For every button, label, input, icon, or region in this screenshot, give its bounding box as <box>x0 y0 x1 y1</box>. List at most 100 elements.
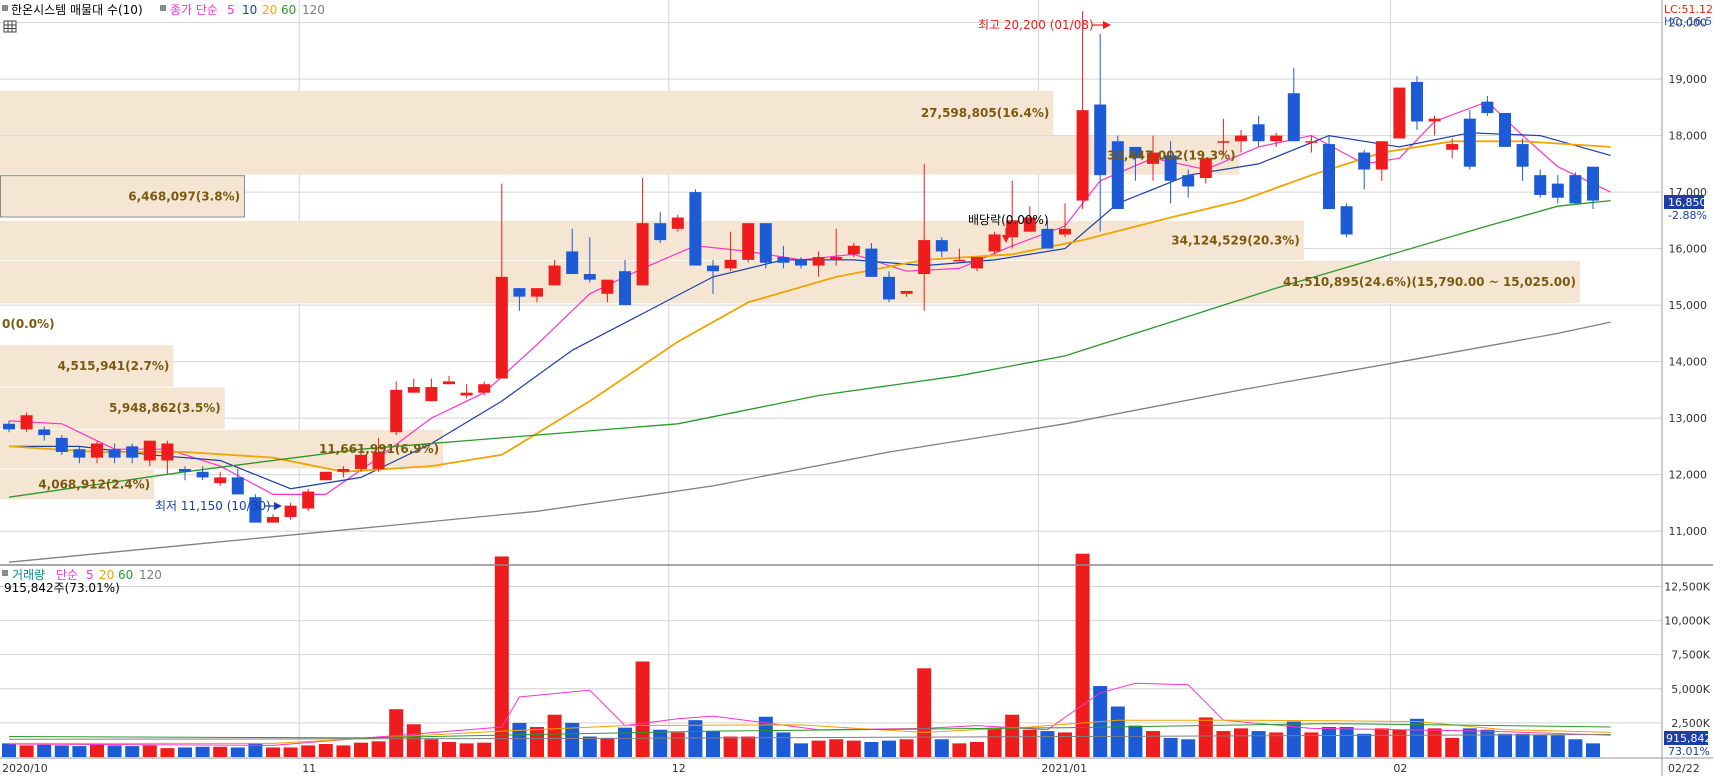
candle-body[interactable] <box>1393 87 1406 139</box>
candle[interactable] <box>953 248 966 262</box>
volume-bar[interactable] <box>19 745 34 757</box>
volume-bar[interactable] <box>1075 553 1090 757</box>
candle-body[interactable] <box>900 290 913 294</box>
price-legend-marker[interactable] <box>2 5 8 11</box>
volume-bar[interactable] <box>459 743 474 757</box>
volume-bar[interactable] <box>1198 717 1213 757</box>
volume-bar[interactable] <box>741 736 756 757</box>
volume-bar[interactable] <box>54 745 69 757</box>
candle-body[interactable] <box>495 276 508 379</box>
candle[interactable] <box>1551 175 1564 204</box>
candle[interactable] <box>1411 76 1423 130</box>
volume-bar[interactable] <box>1339 726 1354 757</box>
volume-bar[interactable] <box>318 744 333 757</box>
volume-legend-marker[interactable] <box>2 570 8 576</box>
candle-body[interactable] <box>1551 183 1564 198</box>
candle[interactable] <box>3 420 15 433</box>
volume-bar[interactable] <box>1445 737 1460 757</box>
candle-body[interactable] <box>830 257 843 260</box>
candle-body[interactable] <box>1076 110 1089 201</box>
candle[interactable] <box>1094 33 1107 232</box>
table-icon[interactable] <box>3 20 17 33</box>
candle[interactable] <box>55 435 68 455</box>
candle[interactable] <box>1111 135 1124 210</box>
candle-body[interactable] <box>531 288 543 297</box>
volume-bar[interactable] <box>494 556 509 757</box>
candle-body[interactable] <box>143 440 156 461</box>
candle[interactable] <box>1358 149 1371 190</box>
volume-bar[interactable] <box>1286 721 1301 757</box>
candle-body[interactable] <box>759 223 772 263</box>
volume-bar[interactable] <box>970 741 984 757</box>
candle[interactable] <box>1252 115 1265 147</box>
candle-body[interactable] <box>1041 228 1054 249</box>
candle[interactable] <box>671 214 684 232</box>
candle-body[interactable] <box>267 516 279 523</box>
candle[interactable] <box>900 290 913 297</box>
ma-legend-marker[interactable] <box>160 5 166 11</box>
candle[interactable] <box>196 466 209 481</box>
candle-body[interactable] <box>390 389 403 433</box>
candle-body[interactable] <box>1569 175 1582 204</box>
volume-bar[interactable] <box>230 747 245 757</box>
candle-body[interactable] <box>777 257 790 263</box>
candle[interactable] <box>91 440 103 464</box>
volume-bar[interactable] <box>794 743 808 757</box>
candle-body[interactable] <box>91 443 103 458</box>
candle[interactable] <box>231 468 244 495</box>
candle[interactable] <box>161 440 174 475</box>
volume-bar[interactable] <box>1163 737 1178 757</box>
volume-bar[interactable] <box>1498 733 1512 757</box>
volume-bar[interactable] <box>1022 729 1037 757</box>
candle[interactable] <box>865 242 878 277</box>
candle[interactable] <box>1217 118 1230 156</box>
candle[interactable] <box>126 443 139 464</box>
candle-body[interactable] <box>707 265 719 272</box>
volume-bar[interactable] <box>213 746 228 757</box>
candle[interactable] <box>407 378 420 393</box>
candle[interactable] <box>1287 67 1300 142</box>
candle[interactable] <box>1235 129 1247 153</box>
candle[interactable] <box>460 384 473 399</box>
candle-body[interactable] <box>671 217 684 229</box>
volume-bar[interactable] <box>125 746 140 757</box>
volume-bar[interactable] <box>1410 718 1424 757</box>
candle[interactable] <box>302 488 315 512</box>
volume-bar[interactable] <box>371 741 386 757</box>
candle[interactable] <box>1076 11 1089 210</box>
candle[interactable] <box>1323 135 1335 210</box>
candle[interactable] <box>795 257 807 269</box>
candle[interactable] <box>619 259 631 306</box>
candle[interactable] <box>478 381 491 396</box>
volume-bar[interactable] <box>1374 728 1389 757</box>
volume-bar[interactable] <box>582 736 597 757</box>
volume-bar[interactable] <box>283 747 298 757</box>
candle-body[interactable] <box>1287 93 1300 142</box>
candle[interactable] <box>1147 135 1159 181</box>
candle-body[interactable] <box>73 449 86 458</box>
candle[interactable] <box>1006 180 1019 249</box>
candle-body[interactable] <box>1534 175 1547 195</box>
volume-bar[interactable] <box>1392 729 1407 757</box>
candle-body[interactable] <box>918 240 931 275</box>
volume-bar[interactable] <box>829 739 844 757</box>
candle-body[interactable] <box>478 384 491 393</box>
volume-bar[interactable] <box>107 745 122 757</box>
candle[interactable] <box>267 514 279 523</box>
candle-body[interactable] <box>126 446 139 458</box>
volume-bar[interactable] <box>758 716 773 757</box>
candle-body[interactable] <box>372 452 385 469</box>
candle[interactable] <box>689 189 702 266</box>
candle[interactable] <box>390 381 403 436</box>
candle-body[interactable] <box>179 468 191 472</box>
candle[interactable] <box>1375 141 1388 181</box>
volume-bar[interactable] <box>811 740 826 757</box>
candle[interactable] <box>319 471 332 481</box>
candle[interactable] <box>1041 220 1054 249</box>
candle-body[interactable] <box>1340 206 1353 235</box>
candle-body[interactable] <box>742 223 755 260</box>
candle[interactable] <box>179 466 191 481</box>
volume-bar[interactable] <box>1462 728 1477 757</box>
candle-body[interactable] <box>1199 158 1212 178</box>
